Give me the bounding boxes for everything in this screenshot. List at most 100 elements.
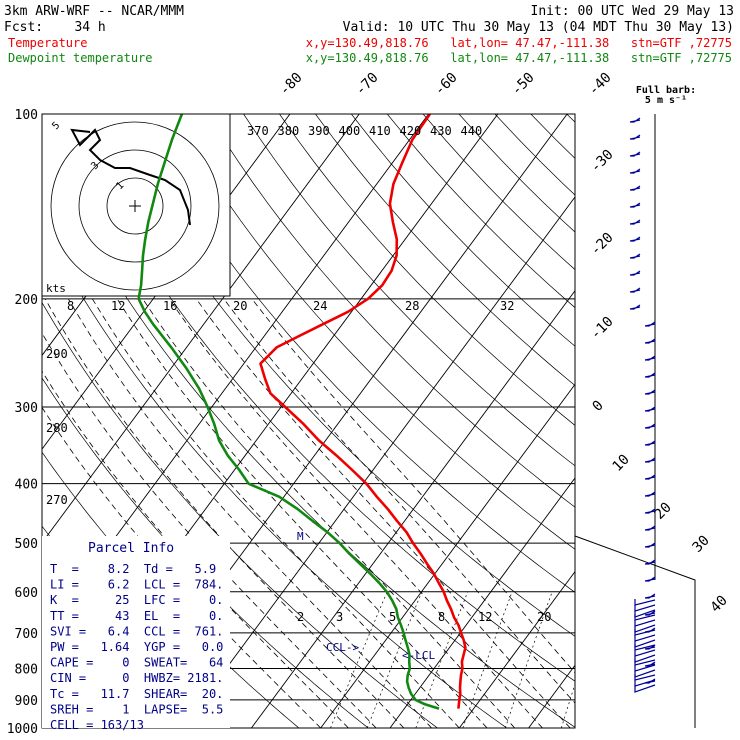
hodograph-speed-label: 24 [313, 299, 327, 313]
parcel-info-row: Tc = 11.7 SHEAR= 20. [50, 687, 223, 701]
wind-barb [629, 219, 641, 225]
wind-barb-low [634, 619, 656, 627]
wind-barb [629, 185, 641, 191]
wind-barbs [629, 117, 656, 693]
theta-label: 380 [278, 124, 300, 138]
wind-barb [644, 610, 656, 616]
hodograph-speed-label: 8 [67, 299, 74, 313]
parcel-info-row: T = 8.2 Td = 5.9 [50, 562, 216, 576]
ccl-marker: CCL-> [326, 641, 359, 654]
wind-barb-low [634, 684, 656, 693]
wind-barb [644, 321, 656, 327]
pressure-tick-label: 400 [15, 478, 38, 493]
wind-barb [644, 457, 656, 463]
wind-barb [644, 338, 656, 344]
hodograph-speed-label: 28 [405, 299, 419, 313]
dry-adiabat [63, 114, 575, 682]
wedge-border [574, 535, 696, 728]
hodograph-inset: 531 [41, 113, 231, 297]
dry-adiabat [603, 114, 740, 728]
parcel-info-row: TT = 43 EL = 0. [50, 609, 223, 623]
mixing-ratio-label: 12 [478, 610, 492, 624]
wind-barb-low [634, 679, 656, 687]
wind-barb [644, 406, 656, 412]
mixing-ratio-label: 2 [297, 610, 304, 624]
parcel-info-row: CAPE = 0 SWEAT= 64 [50, 656, 223, 670]
pressure-tick-label: 600 [15, 586, 38, 601]
parcel-info-row: CIN = 0 HWBZ= 2181. [50, 671, 223, 685]
wind-barb [629, 117, 641, 123]
theta-label: 390 [308, 124, 330, 138]
dry-adiabat [279, 114, 575, 426]
moist-adiabat [91, 298, 460, 728]
isotherm-line [458, 570, 575, 728]
dry-adiabat [42, 301, 438, 728]
hodograph-speed-label: 32 [500, 299, 514, 313]
isotherm-label: 40 [708, 593, 731, 616]
barb-legend-title: Full barb: [636, 85, 696, 96]
pressure-tick-label: 200 [15, 293, 38, 308]
wind-barb [629, 270, 641, 276]
wind-barb-low [634, 599, 656, 606]
plot-border [41, 113, 576, 729]
parcel-info-row: K = 25 LFC = 0. [50, 593, 223, 607]
model-title: 3km ARW-WRF -- NCAR/MMM [4, 4, 184, 19]
moist-adiabat [195, 298, 571, 728]
wind-barb [644, 661, 656, 667]
theta-left-label: 290 [46, 347, 68, 361]
parcel-info-title: Parcel Info [88, 541, 174, 556]
isotherm-label: 10 [610, 452, 633, 475]
hodograph-ring [106, 177, 164, 235]
dry-adiabat [243, 114, 575, 467]
wind-barb [644, 593, 656, 599]
isotherm-label: -50 [509, 70, 538, 99]
dewpoint-location: x,y=130.49,818.76 lat,lon= 47.47,-111.38… [306, 51, 732, 65]
hodograph-speed-label: 16 [163, 299, 177, 313]
dewpoint-line [137, 114, 440, 710]
dry-adiabat [171, 114, 575, 550]
kts-label: kts [46, 282, 66, 295]
dry-adiabat [135, 114, 575, 593]
hodograph-trace [70, 128, 191, 226]
wind-barb [644, 372, 656, 378]
wind-barb [644, 559, 656, 565]
wind-barb [644, 423, 656, 429]
pressure-tick-label: 100 [15, 108, 38, 123]
wind-barb [629, 134, 641, 140]
wind-barb [644, 525, 656, 531]
wind-barb-low [634, 649, 656, 657]
hodograph-box [41, 113, 231, 297]
parcel-info-row: PW = 1.64 YGP = 0.0 [50, 640, 223, 654]
sounding-profiles [137, 114, 467, 710]
dry-adiabat [99, 114, 575, 637]
lcl-marker: <-LCL [402, 649, 435, 662]
mixing-ratio-label: 5 [389, 610, 396, 624]
wind-barb [644, 474, 656, 480]
mixing-ratio-label: 8 [438, 610, 445, 624]
wind-barb [629, 253, 641, 259]
isotherm-label: 0 [590, 398, 607, 415]
temperature-location: x,y=130.49,818.76 lat,lon= 47.47,-111.38… [306, 36, 732, 50]
isotherm-label: -70 [353, 70, 382, 99]
barb-legend-units: 5 m s⁻¹ [645, 95, 687, 106]
isotherm-label: -10 [588, 314, 617, 343]
pressure-tick-label: 300 [15, 401, 38, 416]
dry-adiabat [422, 114, 575, 271]
wind-barb [644, 542, 656, 548]
isotherm-label: -40 [586, 70, 615, 99]
moist-adiabat [42, 332, 377, 728]
hodograph-speed-label: 12 [111, 299, 125, 313]
m-marker: M [297, 530, 304, 543]
isotherm-label: 30 [690, 533, 713, 556]
moist-adiabat [223, 298, 575, 704]
theta-label: 440 [461, 124, 483, 138]
dry-adiabat [315, 114, 575, 386]
pressure-tick-label: 800 [15, 662, 38, 677]
parcel-info-rows: T = 8.2 Td = 5.9 LI = 6.2 LCL = 784.K = 2… [50, 562, 223, 732]
hodograph-ring [50, 121, 220, 291]
init-time: Init: 00 UTC Wed 29 May 13 [531, 4, 735, 19]
wind-barb [629, 202, 641, 208]
theta-label: 420 [400, 124, 422, 138]
